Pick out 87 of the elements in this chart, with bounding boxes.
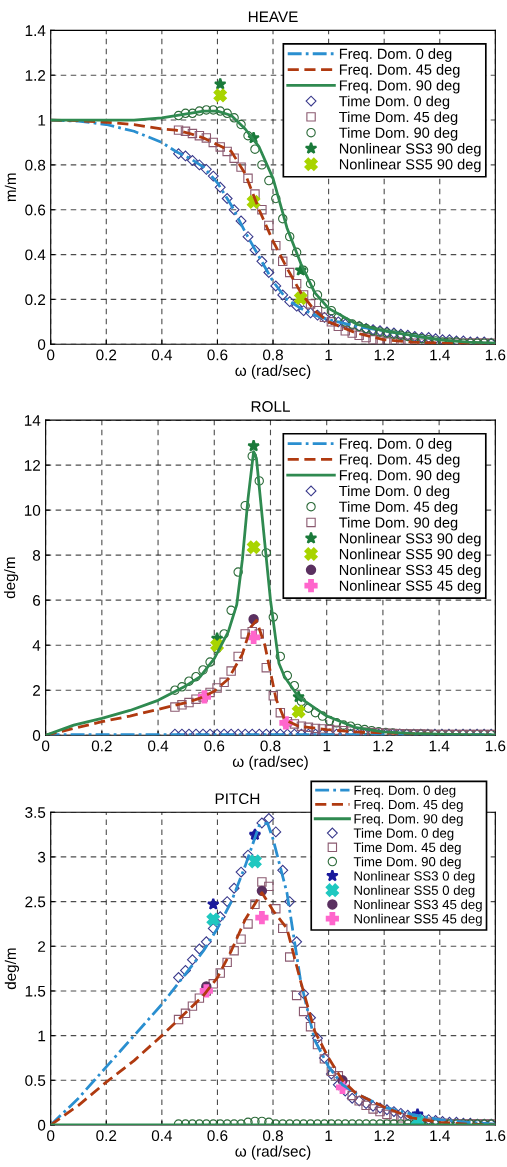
legend-label: Nonlinear SS3 0 deg (354, 870, 475, 884)
y-axis-title: deg/m (4, 948, 20, 990)
y-tick-label: 1.4 (25, 25, 46, 36)
y-tick-label: 2 (38, 941, 46, 952)
chart-title: ROLL (251, 401, 290, 412)
y-tick-label: 1.5 (25, 985, 46, 997)
y-tick-label: 0 (32, 730, 41, 741)
y-tick-label: 4 (32, 640, 41, 651)
x-tick-label: 1 (325, 1130, 333, 1141)
y-tick-label: 6 (33, 595, 41, 606)
x-tick-label: 1.2 (374, 1130, 395, 1141)
y-tick-label: 0.5 (25, 1075, 46, 1086)
y-tick-label: 0.2 (25, 294, 46, 306)
legend-label: Freq. Dom. 0 deg (354, 785, 456, 798)
chart-title: PITCH (215, 793, 260, 805)
y-tick-label: 1.2 (25, 70, 46, 81)
x-tick-label: 0.8 (263, 1130, 283, 1142)
y-tick-label: 1 (38, 115, 46, 126)
legend-label: Nonlinear SS5 45 deg (339, 580, 481, 594)
legend-label: Time Dom. 0 deg (353, 828, 454, 841)
y-tick-label: 8 (32, 550, 41, 561)
x-tick-label: 1.4 (429, 740, 450, 752)
y-axis-title: deg/m (3, 557, 19, 599)
x-tick-label: 0.4 (151, 349, 173, 361)
legend-label: Time Dom. 45 deg (339, 111, 458, 126)
y-tick-label: 1 (38, 1030, 46, 1042)
legend-label: Nonlinear SS3 90 deg (339, 142, 481, 157)
x-tick-label: 0.6 (204, 740, 225, 752)
x-tick-label: 0.2 (91, 740, 112, 752)
legend-label: Time Dom. 45 deg (339, 501, 458, 515)
legend-label: Nonlinear SS5 0 deg (354, 885, 475, 898)
legend-label: Time Dom. 0 deg (339, 95, 450, 110)
y-tick-label: 0.6 (25, 204, 46, 216)
x-tick-label: 0.2 (96, 349, 117, 361)
x-tick-label: 1.6 (485, 740, 506, 752)
legend-label: Time Dom. 90 deg (339, 517, 458, 531)
x-tick-label: 0.8 (263, 349, 283, 361)
x-tick-label: 1 (325, 349, 333, 361)
x-tick-label: 1.6 (485, 349, 506, 361)
legend-label: Freq. Dom. 90 deg (339, 469, 460, 484)
x-tick-label: 1.2 (374, 349, 395, 361)
legend-label: Nonlinear SS5 90 deg (339, 548, 481, 563)
x-tick-label: 1 (323, 740, 331, 752)
x-tick-label: 0.4 (148, 740, 169, 752)
legend-label: Freq. Dom. 45 deg (339, 453, 460, 468)
legend-label: Freq. Dom. 45 deg (354, 799, 463, 812)
y-tick-label: 3 (37, 851, 46, 863)
legend-label: Nonlinear SS5 45 deg (354, 913, 482, 927)
legend-label: Freq. Dom. 90 deg (339, 79, 460, 94)
y-tick-label: 10 (24, 505, 41, 516)
y-tick-label: 0 (37, 339, 46, 350)
legend-label: Nonlinear SS3 45 deg (354, 899, 482, 912)
legend-label: Nonlinear SS3 90 deg (339, 532, 481, 547)
legend-label: Freq. Dom. 0 deg (339, 438, 452, 452)
x-axis-title: ω (rad/sec) (232, 755, 308, 770)
legend-label: Freq. Dom. 90 deg (354, 813, 463, 827)
chart-title: HEAVE (248, 11, 298, 23)
y-tick-label: 12 (24, 460, 40, 471)
legend-label: Nonlinear SS3 45 deg (339, 564, 481, 578)
x-tick-label: 0.8 (260, 740, 281, 752)
x-tick-label: 1.6 (485, 1130, 506, 1142)
legend-label: Time Dom. 0 deg (339, 485, 450, 500)
legend-label: Time Dom. 90 deg (353, 856, 461, 869)
y-tick-label: 2.5 (25, 896, 46, 908)
y-tick-label: 0.4 (25, 249, 46, 261)
y-tick-label: 3.5 (25, 807, 46, 818)
x-tick-label: 0 (47, 1130, 55, 1142)
x-axis-title: ω (rad/sec) (235, 364, 311, 379)
y-tick-label: 0 (37, 1119, 46, 1131)
x-tick-label: 1.4 (430, 349, 450, 361)
y-tick-label: 14 (24, 415, 41, 426)
legend-label: Time Dom. 90 deg (339, 127, 458, 141)
y-axis-title: m/m (4, 173, 17, 202)
x-tick-label: 0.2 (96, 1130, 117, 1142)
legend-label: Time Dom. 45 deg (353, 842, 461, 855)
x-tick-label: 1.2 (373, 740, 393, 752)
x-tick-label: 0.6 (207, 1130, 228, 1142)
legend-label: Freq. Dom. 0 deg (339, 48, 452, 62)
legend-label: Freq. Dom. 45 deg (339, 64, 460, 78)
legend-label: Nonlinear SS5 90 deg (339, 158, 481, 173)
x-tick-label: 1.4 (430, 1130, 450, 1141)
x-tick-label: 0.4 (151, 1130, 173, 1142)
y-tick-label: 0.8 (25, 159, 46, 171)
x-axis-title: ω (rad/sec) (235, 1145, 311, 1160)
x-tick-label: 0.6 (207, 349, 228, 361)
y-tick-label: 2 (33, 685, 40, 696)
x-tick-label: 0 (47, 349, 55, 361)
